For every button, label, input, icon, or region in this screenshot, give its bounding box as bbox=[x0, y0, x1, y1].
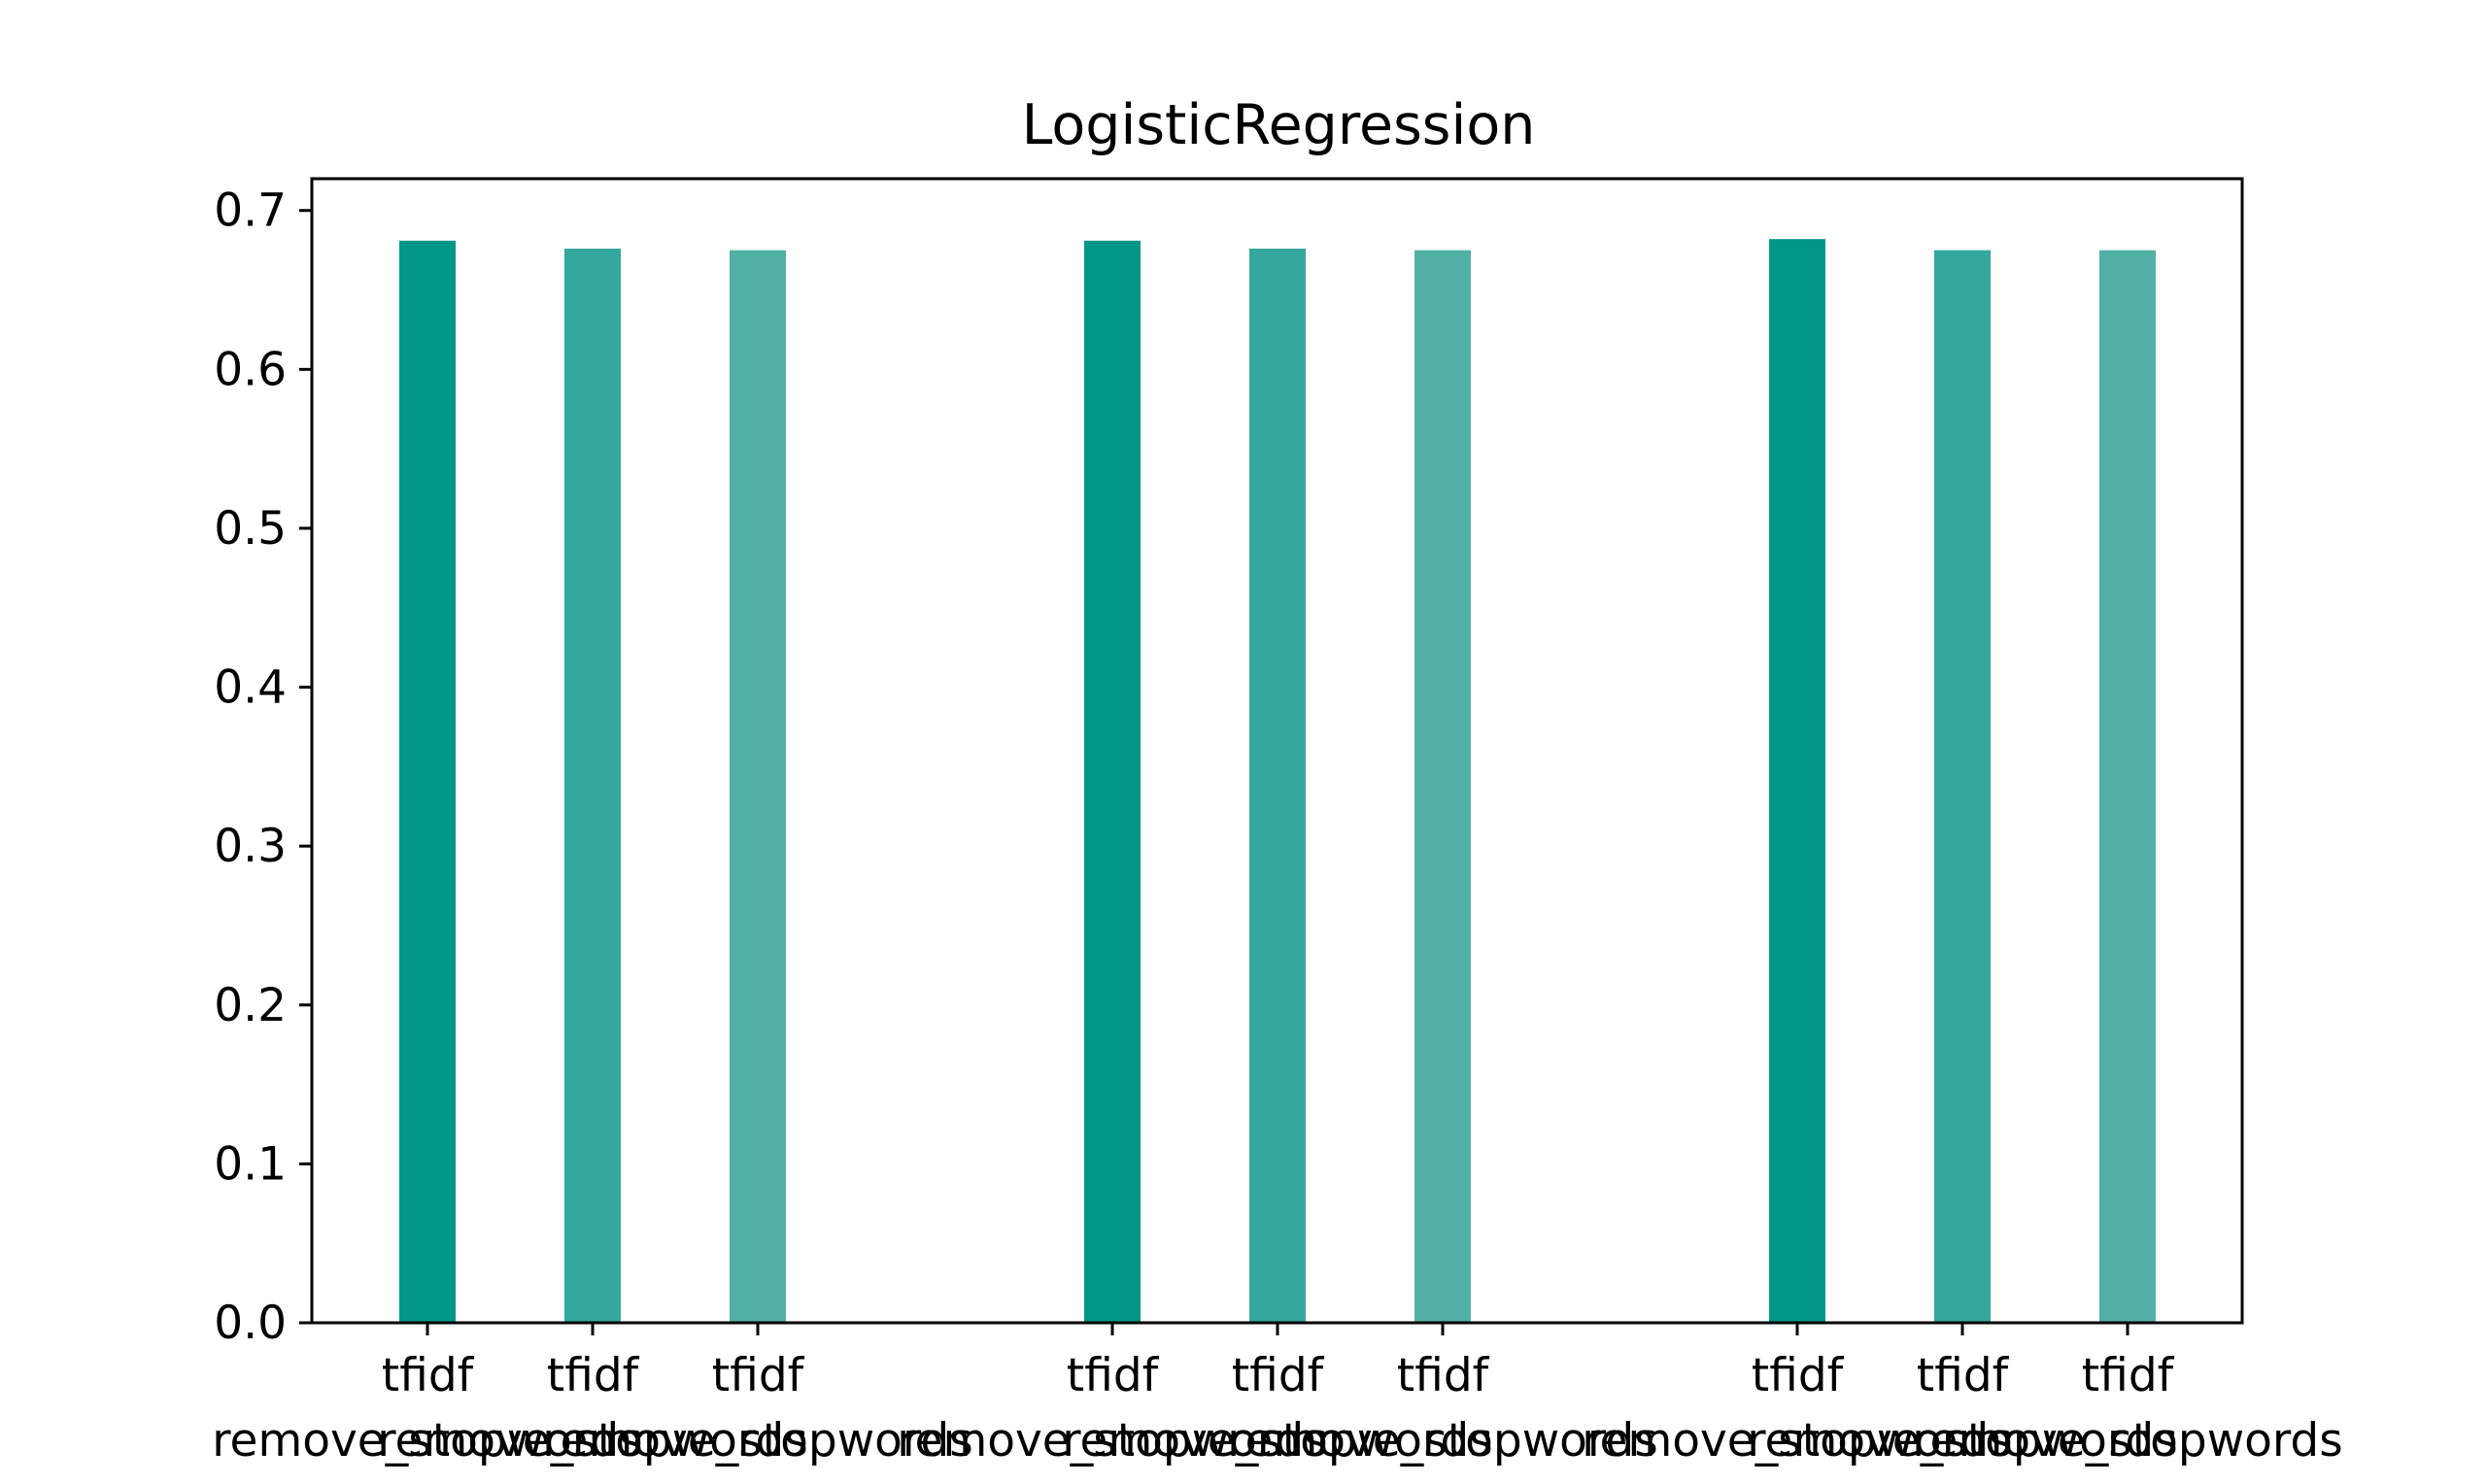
bar-6 bbox=[1414, 250, 1471, 1323]
y-tick-label-0: 0.0 bbox=[214, 1297, 287, 1350]
bar-1 bbox=[399, 240, 456, 1323]
x-tick-label-line1-2: tfidf bbox=[547, 1349, 640, 1402]
y-axis: 0.0 0.1 0.2 0.3 0.4 0.5 0.6 0.7 bbox=[214, 185, 312, 1350]
x-tick-label-line2-3: remove_stopwords bbox=[542, 1414, 973, 1467]
x-tick-label-line2-7: remove_stopwords bbox=[1582, 1414, 2013, 1467]
bar-9 bbox=[2099, 250, 2156, 1323]
bar-5 bbox=[1249, 248, 1306, 1323]
bar-group bbox=[399, 239, 2156, 1323]
y-tick-label-2: 0.2 bbox=[214, 979, 287, 1032]
bar-7 bbox=[1769, 239, 1825, 1323]
y-tick-label-5: 0.5 bbox=[214, 502, 287, 556]
x-tick-label-line1-6: tfidf bbox=[1397, 1349, 1490, 1402]
x-tick-label-line2-4: remove_stopwords bbox=[897, 1414, 1328, 1467]
y-tick-label-7: 0.7 bbox=[214, 185, 287, 238]
bar-3 bbox=[730, 250, 786, 1323]
x-tick-label-line1-4: tfidf bbox=[1067, 1349, 1160, 1402]
bar-2 bbox=[564, 248, 621, 1323]
y-tick-label-6: 0.6 bbox=[214, 343, 287, 396]
x-tick-label-line1-5: tfidf bbox=[1232, 1349, 1325, 1402]
x-tick-label-line1-1: tfidf bbox=[382, 1349, 475, 1402]
y-tick-label-1: 0.1 bbox=[214, 1137, 287, 1191]
bar-8 bbox=[1934, 250, 1991, 1323]
chart-title: LogisticRegression bbox=[1022, 93, 1536, 157]
x-tick-label-line1-7: tfidf bbox=[1752, 1349, 1845, 1402]
x-tick-label-line2-8: remove_stopwords bbox=[1747, 1414, 2178, 1467]
x-tick-label-line2-5: remove_stopwords bbox=[1062, 1414, 1493, 1467]
x-tick-label-line2-6: remove_stopwords bbox=[1227, 1414, 1658, 1467]
y-tick-label-4: 0.4 bbox=[214, 661, 287, 715]
x-tick-label-line1-8: tfidf bbox=[1917, 1349, 2010, 1402]
y-tick-label-3: 0.3 bbox=[214, 820, 287, 873]
x-tick-label-line2-2: remove_stopwords bbox=[377, 1414, 808, 1467]
x-tick-label-line2-9: remove_stopwords bbox=[1912, 1414, 2343, 1467]
plot-frame bbox=[310, 177, 2244, 1325]
x-tick-label-line2-1: remove_stopwords bbox=[212, 1414, 643, 1467]
bar-4 bbox=[1084, 240, 1141, 1323]
x-tick-label-line1-9: tfidf bbox=[2082, 1349, 2175, 1402]
x-axis: tfidf remove_stopwords tfidf remove_stopwor… bbox=[212, 1323, 2343, 1467]
x-tick-label-line1-3: tfidf bbox=[712, 1349, 805, 1402]
